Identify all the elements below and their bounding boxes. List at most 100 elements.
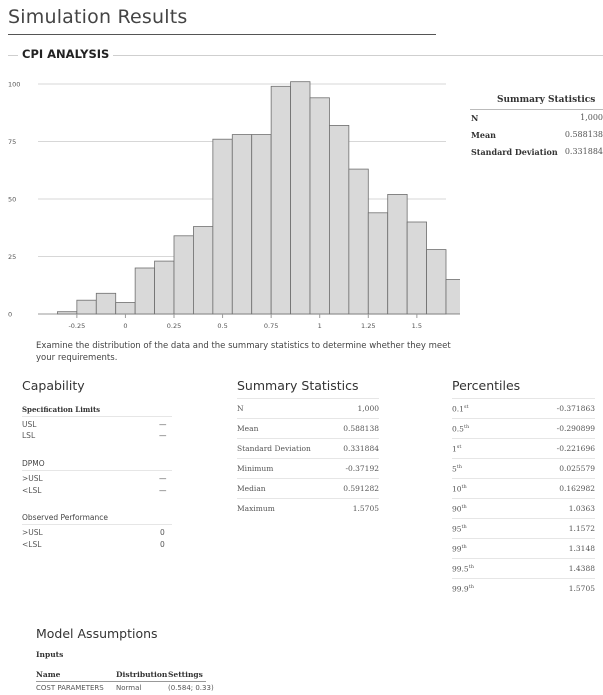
- side-summary-label-mean: Mean: [471, 130, 496, 140]
- summary-label-minimum: Minimum: [237, 464, 274, 473]
- input-row-settings: (0.584; 0.33): [168, 684, 214, 692]
- percentile-base: 5: [452, 464, 457, 474]
- summary-label-mean: Mean: [237, 424, 259, 433]
- lsl-value: —: [159, 431, 167, 440]
- percentile-suffix: th: [456, 464, 463, 470]
- percentile-value: 1.1572: [568, 524, 595, 533]
- percentile-row: 10th 0.162982: [452, 478, 595, 498]
- obs-usl-value: 0: [160, 528, 165, 537]
- histogram-bar: [231, 134, 253, 315]
- histogram-bar: [251, 134, 272, 315]
- percentile-suffix: th: [463, 424, 470, 430]
- summary-value-maximum: 1.5705: [352, 504, 379, 513]
- obs-usl-label: >USL: [22, 528, 43, 537]
- input-row-distribution: Normal: [116, 684, 142, 692]
- inputs-label: Inputs: [36, 650, 64, 659]
- percentile-row: 99.9th 1.5705: [452, 578, 595, 598]
- percentile-suffix: th: [468, 564, 474, 570]
- summary-row: Maximum 1.5705: [237, 498, 379, 518]
- percentile-value: -0.221696: [556, 444, 595, 453]
- histogram-bar: [290, 81, 311, 315]
- percentile-value: 1.3148: [568, 544, 595, 553]
- usl-label: USL: [22, 420, 37, 429]
- title-divider: [8, 34, 436, 35]
- percentile-label: 1st: [452, 444, 461, 454]
- histogram-bar: [426, 249, 447, 315]
- histogram-bar: [367, 212, 389, 315]
- column-header-distribution: Distribution: [116, 670, 168, 679]
- section-label: CPI ANALYSIS: [18, 47, 114, 61]
- percentile-base: 99: [452, 544, 462, 554]
- y-tick-label: 0: [8, 311, 12, 319]
- percentile-suffix: st: [463, 404, 469, 410]
- histogram-bar: [212, 138, 233, 315]
- percentile-value: 1.4388: [568, 564, 595, 573]
- histogram-bar: [348, 168, 369, 315]
- percentile-base: 99.9: [452, 584, 469, 594]
- percentile-row: 95th 1.1572: [452, 518, 595, 538]
- y-tick-label: 75: [8, 138, 16, 146]
- summary-row: Minimum -0.37192: [237, 458, 379, 478]
- side-summary-divider: [470, 109, 603, 110]
- percentiles-title: Percentiles: [452, 378, 521, 393]
- percentile-suffix: th: [461, 504, 467, 510]
- histogram-bar: [193, 226, 214, 315]
- section-divider: [8, 55, 603, 56]
- summary-label-n: N: [237, 404, 244, 413]
- usl-value: —: [159, 420, 167, 429]
- summary-value-n: 1,000: [357, 404, 379, 413]
- percentile-base: 90: [452, 504, 462, 514]
- summary-label-median: Median: [237, 484, 266, 493]
- dpmo-title: DPMO: [22, 459, 45, 468]
- histogram-bar: [329, 125, 350, 315]
- dpmo-usl-label: >USL: [22, 474, 43, 483]
- observed-performance-divider: [22, 524, 172, 525]
- obs-lsl-label: <LSL: [22, 540, 42, 549]
- percentile-value: 0.162982: [559, 484, 595, 493]
- histogram-bar: [134, 267, 155, 315]
- percentile-label: 95th: [452, 524, 467, 534]
- histogram-bar: [309, 97, 330, 315]
- percentile-suffix: th: [461, 544, 467, 550]
- summary-value-minimum: -0.37192: [345, 464, 379, 473]
- summary-value-median: 0.591282: [343, 484, 379, 493]
- x-tick-label: 0.5: [217, 322, 227, 330]
- x-tick-label: 0.75: [264, 322, 278, 330]
- histogram-bar: [270, 85, 291, 315]
- percentile-suffix: th: [461, 484, 467, 490]
- summary-label-maximum: Maximum: [237, 504, 275, 513]
- model-assumptions-title: Model Assumptions: [36, 626, 158, 641]
- percentile-label: 99.9th: [452, 584, 474, 594]
- percentile-label: 10th: [452, 484, 467, 494]
- side-summary-title: Summary Statistics: [497, 95, 596, 105]
- input-row-name: COST PARAMETERS: [36, 684, 104, 692]
- percentile-base: 1: [452, 444, 457, 454]
- instruction-note-line1: Examine the distribution of the data and…: [36, 341, 451, 351]
- percentile-label: 0.1st: [452, 404, 469, 414]
- summary-value-stdev: 0.331884: [343, 444, 379, 453]
- histogram-bar: [173, 235, 194, 315]
- x-tick-label: 1.5: [412, 322, 422, 330]
- spec-limits-divider: [22, 416, 172, 417]
- percentile-row: 90th 1.0363: [452, 498, 595, 518]
- percentile-base: 10: [452, 484, 462, 494]
- percentile-row: 5th 0.025579: [452, 458, 595, 478]
- histogram-bar: [445, 279, 460, 315]
- histogram-bar: [95, 292, 117, 315]
- x-tick-label: 0: [123, 322, 127, 330]
- obs-lsl-value: 0: [160, 540, 165, 549]
- percentile-row: 1st -0.221696: [452, 438, 595, 458]
- percentile-value: -0.290899: [556, 424, 595, 433]
- percentile-row: 99th 1.3148: [452, 538, 595, 558]
- percentile-label: 90th: [452, 504, 467, 514]
- column-header-settings: Settings: [168, 670, 203, 679]
- x-tick-label: 0.25: [167, 322, 181, 330]
- spec-limits-title: Specification Limits: [22, 405, 101, 414]
- x-tick-label: -0.25: [68, 322, 85, 330]
- y-tick-label: 100: [8, 81, 20, 89]
- histogram-bar: [154, 260, 175, 315]
- percentile-value: -0.371863: [556, 404, 595, 413]
- percentile-base: 99.5: [452, 564, 469, 574]
- dpmo-lsl-label: <LSL: [22, 486, 42, 495]
- capability-title: Capability: [22, 378, 85, 393]
